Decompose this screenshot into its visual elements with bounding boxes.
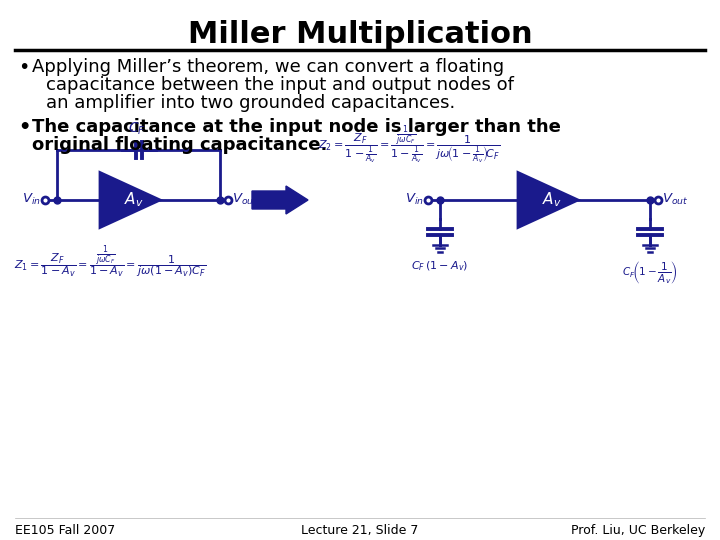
Text: $Z_2=\dfrac{Z_F}{1-\frac{1}{A_v}}=\dfrac{\frac{1}{j\omega C_F}}{1-\frac{1}{A_v}}: $Z_2=\dfrac{Z_F}{1-\frac{1}{A_v}}=\dfrac… <box>318 125 500 167</box>
Text: $A_v$: $A_v$ <box>542 191 562 210</box>
Text: The capacitance at the input node is larger than the: The capacitance at the input node is lar… <box>32 118 561 136</box>
Text: $V_{\mathit{out}}$: $V_{\mathit{out}}$ <box>662 192 688 206</box>
Text: $V_{\mathit{in}}$: $V_{\mathit{in}}$ <box>22 192 41 206</box>
FancyArrow shape <box>252 186 308 214</box>
Text: original floating capacitance.: original floating capacitance. <box>32 136 328 154</box>
Text: $A_v$: $A_v$ <box>124 191 144 210</box>
Text: Applying Miller’s theorem, we can convert a floating: Applying Miller’s theorem, we can conver… <box>32 58 504 76</box>
Text: $V_{\mathit{in}}$: $V_{\mathit{in}}$ <box>405 192 424 206</box>
Text: $V_{\mathit{out}}$: $V_{\mathit{out}}$ <box>232 192 258 206</box>
Text: Miller Multiplication: Miller Multiplication <box>188 20 532 49</box>
Polygon shape <box>100 172 160 227</box>
Text: EE105 Fall 2007: EE105 Fall 2007 <box>15 524 115 537</box>
Text: capacitance between the input and output nodes of: capacitance between the input and output… <box>46 76 514 94</box>
Text: $C_F\!\left(1-\dfrac{1}{A_v}\right)$: $C_F\!\left(1-\dfrac{1}{A_v}\right)$ <box>622 259 678 286</box>
Polygon shape <box>518 172 578 227</box>
Text: $C_F\,(1-A_v)$: $C_F\,(1-A_v)$ <box>411 259 469 273</box>
Text: Prof. Liu, UC Berkeley: Prof. Liu, UC Berkeley <box>571 524 705 537</box>
Text: $Z_1=\dfrac{Z_F}{1-A_v}=\dfrac{\frac{1}{j\omega C_F}}{1-A_v}=\dfrac{1}{j\omega(1: $Z_1=\dfrac{Z_F}{1-A_v}=\dfrac{\frac{1}{… <box>14 245 206 281</box>
Text: Lecture 21, Slide 7: Lecture 21, Slide 7 <box>301 524 419 537</box>
Text: an amplifier into two grounded capacitances.: an amplifier into two grounded capacitan… <box>46 94 455 112</box>
Text: $C_F$: $C_F$ <box>127 120 145 137</box>
Text: •: • <box>18 58 30 77</box>
Text: •: • <box>18 118 30 137</box>
